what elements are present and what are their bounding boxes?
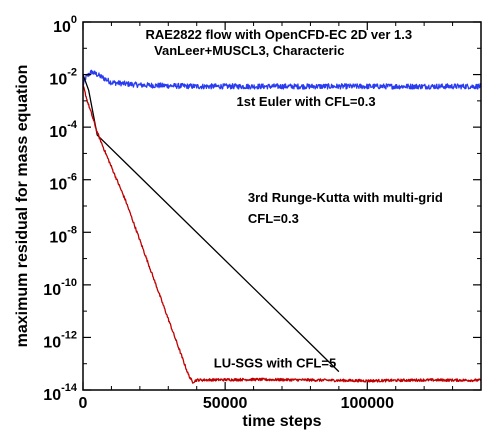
y-axis-title: maximum residual for mass equation: [14, 65, 31, 348]
annotation-text: VanLeer+MUSCL3, Characteric: [154, 43, 344, 58]
annotation-text: CFL=0.3: [248, 211, 299, 226]
x-tick-label: 100000: [341, 395, 394, 412]
y-tick-label: 10-8: [49, 224, 77, 246]
y-tick-base: 10: [49, 229, 67, 246]
y-tick-label: 100: [53, 14, 77, 36]
annotation-layer: RAE2822 flow with OpenCFD-EC 2D ver 1.3V…: [146, 27, 443, 371]
y-tick-label: 10-2: [49, 67, 77, 89]
plot-frame: [82, 21, 482, 391]
y-tick-label: 10-6: [49, 172, 77, 194]
y-tick-label: 10-12: [43, 329, 77, 351]
y-tick-base: 10: [43, 387, 61, 404]
y-tick-exponent: -6: [67, 172, 77, 184]
series-line-2: [82, 74, 340, 373]
annotation-text: LU-SGS with CFL=5: [214, 356, 336, 371]
series-line-3: [82, 83, 482, 384]
y-tick-exponent: -2: [67, 67, 77, 79]
y-tick-exponent: -4: [67, 119, 78, 131]
y-tick-base: 10: [49, 177, 67, 194]
y-tick-base: 10: [43, 334, 61, 351]
y-tick-base: 10: [43, 282, 61, 299]
y-tick-exponent: -10: [61, 277, 77, 289]
y-tick-exponent: 0: [71, 14, 77, 26]
annotation-text: 1st Euler with CFL=0.3: [237, 94, 376, 109]
y-tick-label: 10-10: [43, 277, 77, 299]
annotation-text: RAE2822 flow with OpenCFD-EC 2D ver 1.3: [146, 27, 413, 42]
x-tick-label: 50000: [203, 395, 248, 412]
y-tick-base: 10: [49, 124, 67, 141]
y-tick-exponent: -8: [67, 224, 77, 236]
annotation-text: 3rd Runge-Kutta with multi-grid: [248, 190, 443, 205]
x-axis-title: time steps: [242, 413, 321, 430]
y-tick-exponent: -14: [61, 382, 78, 394]
y-tick-base: 10: [53, 19, 71, 36]
y-tick-exponent: -12: [61, 329, 77, 341]
y-tick-base: 10: [49, 72, 67, 89]
tick-layer: [82, 21, 481, 391]
x-tick-label: 0: [79, 395, 88, 412]
series-line-1: [82, 69, 482, 90]
series-layer: [82, 69, 482, 384]
y-tick-label: 10-4: [49, 119, 77, 141]
y-tick-label: 10-14: [43, 382, 78, 404]
